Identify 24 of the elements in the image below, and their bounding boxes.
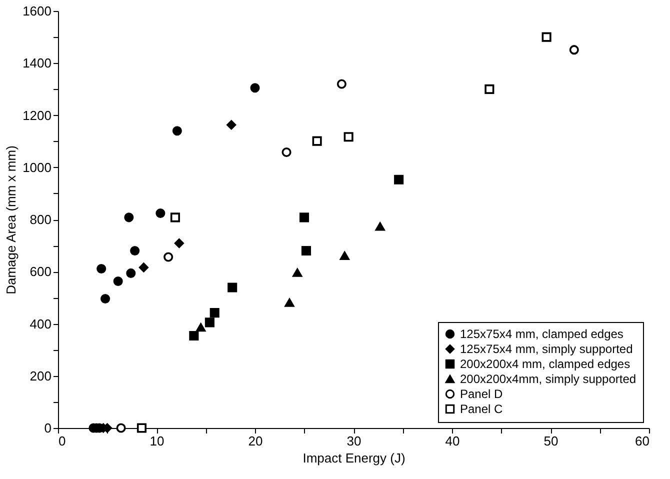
x-tick-label: 50 (544, 434, 558, 448)
y-tick-label: 600 (30, 264, 52, 280)
y-tick-label: 200 (30, 368, 52, 384)
legend-label: Panel C (460, 402, 504, 416)
x-tick-label: 60 (635, 434, 650, 448)
y-tick-label: 400 (30, 316, 52, 332)
legend-label: 200x200x4mm, simply supported (460, 372, 636, 386)
x-tick-label: 40 (445, 434, 460, 448)
y-axis-title: Damage Area (mm x mm) (4, 146, 19, 294)
x-tick-label: 30 (346, 434, 362, 448)
legend-label: 125x75x4 mm, clamped edges (460, 327, 624, 341)
y-tick-label: 1600 (22, 4, 52, 18)
x-tick-label: 20 (248, 434, 263, 448)
x-tick-label: 10 (150, 434, 164, 448)
y-tick-label: 1400 (22, 56, 52, 71)
x-tick-label: 0 (58, 434, 66, 448)
y-tick-label: 1000 (22, 160, 52, 175)
legend-label: Panel D (460, 387, 504, 401)
y-tick-label: 0 (44, 420, 52, 436)
legend-label: 125x75x4 mm, simply supported (460, 342, 633, 356)
y-tick-label: 1200 (22, 108, 52, 123)
y-tick-label: 800 (30, 212, 52, 227)
legend-label: 200x200x4 mm, clamped edges (460, 357, 630, 371)
x-axis-title: Impact Energy (J) (302, 450, 406, 466)
